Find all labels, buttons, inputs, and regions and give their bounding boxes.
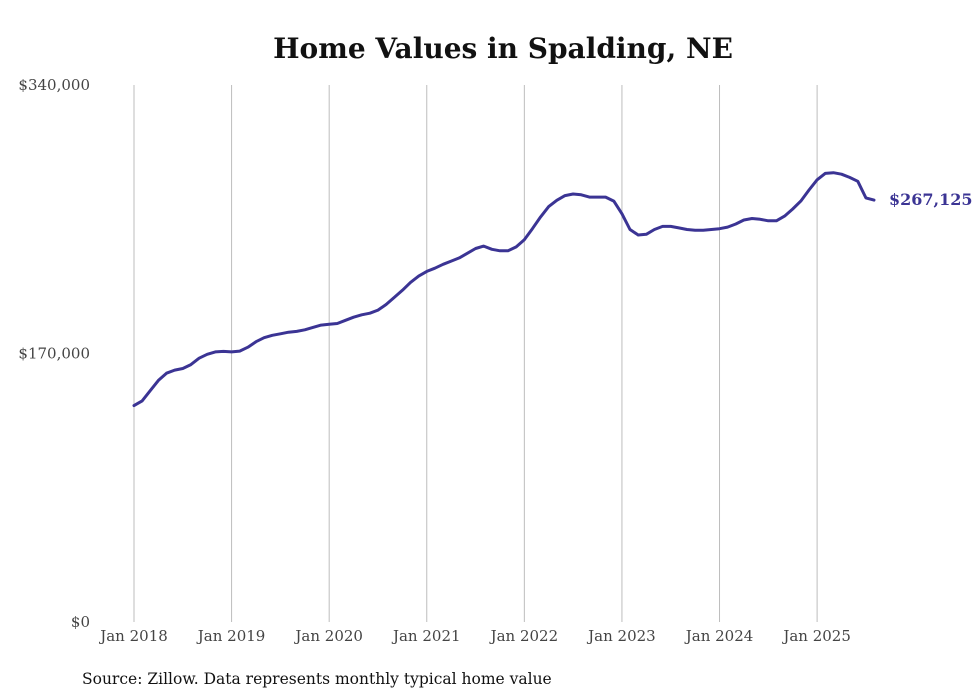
vertical-gridlines [133,85,818,622]
y-tick-label: $340,000 [18,76,90,94]
y-axis-tick-labels: $0 $170,000 $340,000 [18,76,90,631]
series-line-home-value [132,171,876,408]
series-layer [132,171,876,408]
y-tick-label: $0 [71,613,90,631]
x-tick-label: Jan 2018 [98,627,168,645]
x-tick-label: Jan 2019 [196,627,266,645]
chart-title: Home Values in Spalding, NE [273,32,733,65]
source-note: Source: Zillow. Data represents monthly … [82,670,552,688]
end-value-label: $267,125 [889,190,973,209]
y-tick-label: $170,000 [18,345,90,363]
x-tick-label: Jan 2021 [391,627,461,645]
x-tick-label: Jan 2022 [489,627,559,645]
x-tick-label: Jan 2020 [293,627,363,645]
x-tick-label: Jan 2024 [684,627,754,645]
x-tick-label: Jan 2025 [781,627,851,645]
x-axis-tick-labels: Jan 2018 Jan 2019 Jan 2020 Jan 2021 Jan 2022… [98,627,851,645]
x-tick-label: Jan 2023 [586,627,656,645]
